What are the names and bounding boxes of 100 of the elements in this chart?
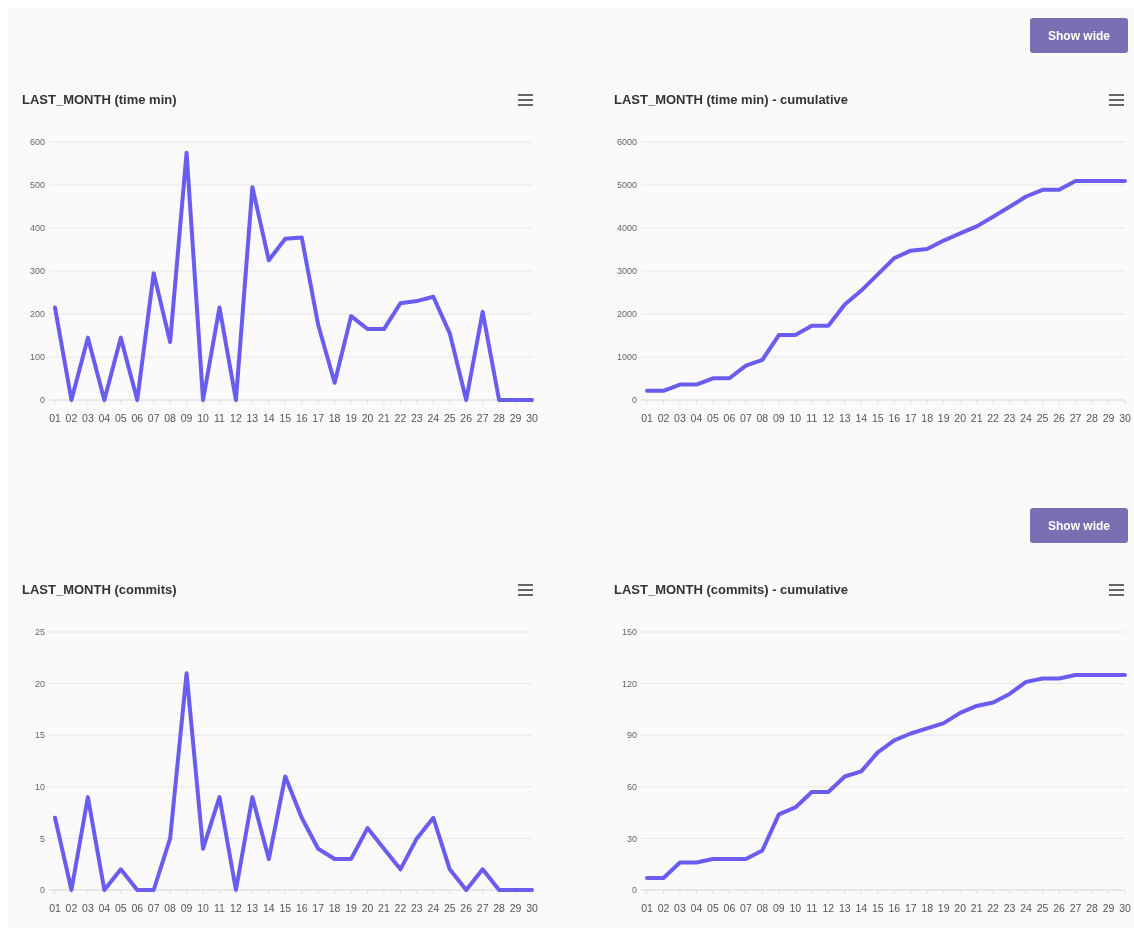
x-tick-label: 07: [740, 412, 752, 424]
y-tick-label: 1000: [616, 352, 637, 363]
x-tick-label: 03: [674, 902, 686, 914]
line-series: [53, 671, 534, 892]
y-tick-label: 30: [626, 833, 637, 844]
y-tick-label: 120: [621, 678, 637, 689]
x-tick-label: 05: [707, 902, 719, 914]
y-tick-label: 0: [631, 885, 637, 896]
y-tick-label: 90: [626, 730, 637, 741]
text: Show wide: [1047, 519, 1111, 533]
x-tick-label: 10: [789, 902, 802, 914]
x-tick-label: 16: [295, 902, 308, 914]
x-tick-label: 17: [904, 412, 917, 424]
x-tick-label: 28: [1086, 902, 1099, 914]
x-tick-label: 06: [131, 902, 144, 914]
x-tick-label: 02: [657, 412, 670, 424]
text: Show wide: [1047, 29, 1111, 43]
x-tick-label: 05: [707, 412, 719, 424]
x-tick-label: 28: [493, 902, 506, 914]
x-tick-label: 15: [279, 902, 292, 914]
x-tick-label: 04: [690, 902, 703, 914]
x-tick-label: 23: [411, 902, 423, 914]
x-tick-label: 01: [49, 902, 61, 914]
x-tick-label: 25: [443, 902, 456, 914]
x-tick-label: 13: [838, 902, 851, 914]
y-tick-label: 150: [621, 627, 637, 638]
y-tick-label: 4000: [616, 223, 637, 234]
x-tick-label: 18: [921, 902, 934, 914]
y-tick-label: 100: [29, 352, 45, 363]
y-tick-label: 5: [39, 833, 45, 844]
y-tick-label: 5000: [616, 180, 637, 191]
x-tick-label: 30: [526, 412, 538, 424]
x-tick-label: 19: [937, 902, 950, 914]
x-tick-label: 15: [279, 412, 292, 424]
chart-title: LAST_MONTH (time min) - cumulative: [614, 92, 849, 107]
x-tick-label: 29: [509, 412, 522, 424]
x-tick-label: 12: [822, 412, 835, 424]
x-tick-label: 28: [1086, 412, 1099, 424]
x-tick-label: 12: [230, 412, 242, 424]
x-tick-label: 25: [1036, 902, 1049, 914]
x-tick-label: 27: [476, 902, 489, 914]
x-tick-label: 20: [361, 902, 374, 914]
x-tick-label: 28: [493, 412, 506, 424]
x-tick-label: 11: [214, 902, 226, 914]
x-tick-label: 13: [246, 902, 259, 914]
x-tick-label: 25: [1036, 412, 1049, 424]
x-tick-label: 30: [526, 902, 538, 914]
y-tick-label: 400: [29, 223, 45, 234]
x-tick-label: 29: [1102, 412, 1115, 424]
x-tick-label: 23: [1003, 902, 1016, 914]
x-tick-label: 18: [328, 412, 341, 424]
x-tick-label: 30: [1119, 902, 1131, 914]
x-tick-label: 15: [871, 902, 884, 914]
x-tick-label: 02: [657, 902, 670, 914]
x-tick-label: 10: [789, 412, 802, 424]
y-tick-label: 3000: [616, 266, 637, 277]
line-series: [645, 673, 1127, 880]
x-tick-label: 22: [987, 902, 1000, 914]
x-tick-label: 22: [987, 412, 1000, 424]
y-tick-label: 6000: [616, 137, 637, 148]
chart-title: LAST_MONTH (time min): [22, 92, 177, 107]
y-tick-label: 20: [34, 678, 45, 689]
x-tick-label: 23: [1003, 412, 1016, 424]
x-tick-label: 21: [970, 412, 983, 424]
x-tick-label: 29: [509, 902, 522, 914]
x-tick-label: 01: [641, 902, 653, 914]
line-series: [53, 150, 534, 402]
x-tick-label: 01: [641, 412, 653, 424]
x-tick-label: 20: [954, 412, 967, 424]
x-tick-label: 06: [723, 902, 736, 914]
x-tick-label: 10: [197, 412, 210, 424]
x-tick-label: 02: [65, 902, 78, 914]
x-tick-label: 17: [904, 902, 917, 914]
x-tick-label: 20: [361, 412, 374, 424]
y-tick-label: 10: [34, 781, 45, 792]
x-tick-label: 24: [1020, 412, 1033, 424]
x-tick-label: 12: [230, 902, 242, 914]
x-tick-label: 04: [98, 412, 111, 424]
x-tick-label: 12: [822, 902, 835, 914]
x-tick-label: 03: [82, 412, 94, 424]
x-tick-label: 05: [114, 902, 127, 914]
line-series: [645, 179, 1127, 393]
y-tick-label: 0: [631, 395, 637, 406]
y-tick-label: 15: [34, 730, 45, 741]
chart-title: LAST_MONTH (commits): [22, 582, 177, 597]
x-tick-label: 27: [1069, 902, 1082, 914]
x-tick-label: 23: [411, 412, 423, 424]
x-tick-label: 06: [131, 412, 144, 424]
x-tick-label: 01: [49, 412, 61, 424]
x-tick-label: 03: [674, 412, 686, 424]
x-tick-label: 07: [147, 902, 160, 914]
x-tick-label: 09: [180, 412, 193, 424]
x-tick-label: 16: [888, 902, 901, 914]
x-tick-label: 07: [147, 412, 160, 424]
x-tick-label: 09: [773, 902, 785, 914]
x-tick-label: 10: [197, 902, 210, 914]
y-tick-label: 500: [29, 180, 45, 191]
x-tick-label: 11: [806, 902, 818, 914]
x-tick-label: 20: [954, 902, 967, 914]
x-tick-label: 13: [246, 412, 259, 424]
